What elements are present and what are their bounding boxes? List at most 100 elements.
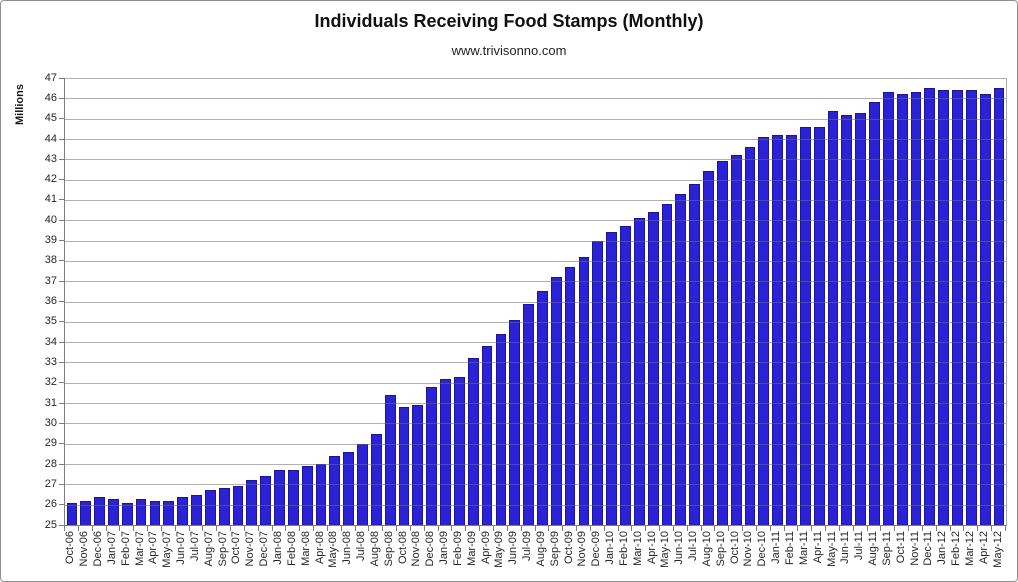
tick-mark: [59, 179, 64, 181]
tick-mark: [313, 526, 315, 531]
x-axis-tick-label: Sep-09: [548, 531, 561, 567]
x-axis-tick-label: Nov-09: [576, 531, 589, 567]
gridline: [65, 98, 1006, 100]
tick-mark: [174, 526, 176, 531]
tick-mark: [64, 526, 65, 531]
bar: [979, 94, 991, 525]
tick-mark: [963, 526, 965, 531]
gridline: [65, 484, 1006, 486]
gridline: [65, 260, 1006, 262]
x-axis-tick-label: Jun-08: [341, 531, 354, 565]
x-axis-tick-label: Dec-07: [258, 531, 271, 567]
bar: [758, 136, 770, 525]
bar: [204, 490, 216, 525]
tick-mark: [755, 526, 757, 531]
bar: [343, 451, 355, 525]
y-axis-tick-label: 34: [44, 335, 57, 348]
gridline: [65, 403, 1006, 405]
tick-mark: [368, 526, 370, 531]
tick-mark: [59, 301, 64, 302]
x-axis-tick-label: Aug-10: [700, 531, 713, 567]
bar: [744, 147, 756, 525]
bar: [121, 502, 133, 525]
bar: [772, 134, 784, 525]
bar: [287, 470, 299, 525]
x-axis-tick-label: Nov-06: [78, 531, 91, 567]
gridline: [65, 443, 1006, 445]
bar: [135, 498, 147, 525]
gridline: [65, 464, 1006, 466]
x-axis-tick-label: Oct-08: [396, 531, 409, 565]
x-axis-tick-label: Apr-11: [811, 531, 824, 564]
y-axis-tick-label: 25: [44, 518, 57, 531]
bar: [689, 183, 701, 525]
y-axis-tick-label: 44: [44, 132, 57, 145]
gridline: [65, 159, 1006, 161]
x-axis-tick-label: Dec-09: [590, 531, 603, 567]
tick-mark: [825, 526, 827, 531]
x-axis-tick-label: May-12: [991, 531, 1004, 568]
gridline: [65, 382, 1006, 384]
tick-mark: [866, 526, 868, 531]
tick-mark: [783, 526, 785, 531]
tick-mark: [340, 526, 342, 531]
x-axis-tick-label: Nov-10: [742, 531, 755, 567]
tick-mark: [59, 77, 64, 79]
y-axis-tick-label: 30: [44, 416, 57, 429]
bar: [177, 496, 188, 525]
gridline: [65, 342, 1006, 344]
bar: [993, 88, 1005, 525]
bar: [301, 466, 313, 525]
x-axis-tick-label: Sep-11: [880, 531, 893, 566]
bar: [813, 126, 825, 525]
bar: [827, 110, 839, 525]
x-axis-tick-label: Aug-07: [202, 531, 215, 567]
x-axis-tick-label: Dec-11: [922, 531, 935, 566]
tick-mark: [797, 526, 799, 531]
tick-mark: [520, 526, 522, 531]
bar: [495, 334, 507, 525]
tick-mark: [700, 526, 702, 531]
y-axis-tick-label: 35: [44, 315, 57, 328]
y-axis-tick-label: 32: [44, 376, 57, 389]
tick-mark: [59, 382, 64, 384]
bar: [578, 256, 590, 525]
tick-mark: [216, 526, 218, 531]
bar: [426, 386, 438, 525]
bar: [232, 486, 244, 525]
x-axis-tick-label: Aug-11: [867, 531, 880, 566]
tick-mark: [59, 341, 64, 343]
tick-mark: [59, 504, 64, 506]
tick-mark: [949, 526, 951, 531]
tick-mark: [465, 526, 467, 531]
x-axis-tick-label: Dec-06: [92, 531, 105, 567]
tick-mark: [672, 526, 674, 531]
tick-mark: [977, 526, 979, 531]
tick-mark: [451, 526, 453, 531]
x-axis-tick-label: Jul-07: [188, 531, 201, 561]
bar: [869, 102, 880, 525]
bar: [703, 171, 714, 525]
x-axis-tick-label: Nov-07: [244, 531, 257, 567]
x-axis-tick-label: Aug-09: [534, 531, 547, 567]
bar: [453, 376, 465, 525]
tick-mark: [59, 280, 64, 282]
y-axis-tick-label: 41: [44, 193, 57, 206]
x-axis-tick-label: Mar-08: [299, 531, 312, 566]
x-axis-tick-label: Apr-10: [645, 531, 658, 565]
x-axis-tick-label: Jun-09: [507, 531, 520, 565]
tick-mark: [921, 526, 923, 531]
chart-title: Individuals Receiving Food Stamps (Month…: [314, 11, 704, 31]
gridline: [65, 240, 1006, 242]
x-axis-tick-label: Mar-10: [631, 531, 644, 566]
x-axis-tick-label: May-10: [659, 531, 672, 568]
tick-mark: [119, 526, 121, 531]
x-axis-tick-label: Jan-11: [770, 531, 783, 564]
x-axis-tick-label: Jan-07: [105, 531, 118, 565]
x-axis-tick-label: May-08: [327, 531, 340, 568]
x-axis-tick-label: Jan-12: [936, 531, 949, 565]
tick-mark: [548, 526, 550, 531]
tick-mark: [396, 526, 398, 531]
x-axis-tick-label: Jul-08: [355, 531, 368, 561]
bar: [938, 90, 950, 525]
